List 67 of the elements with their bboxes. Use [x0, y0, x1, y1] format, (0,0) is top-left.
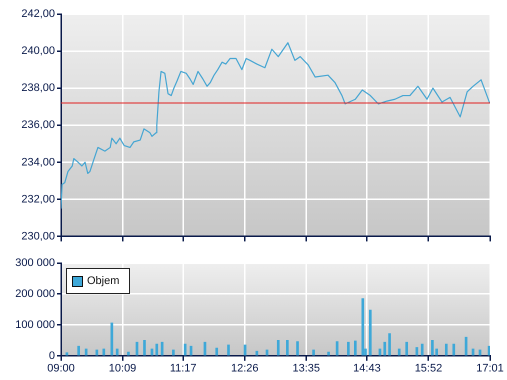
bar	[190, 346, 192, 356]
bar	[435, 348, 438, 356]
bar	[172, 350, 175, 356]
bar	[452, 344, 456, 356]
bar	[102, 348, 106, 356]
bar	[388, 333, 391, 356]
y-tick-label: 0	[48, 350, 55, 362]
bar	[256, 350, 258, 356]
x-tick-label: 11:17	[170, 362, 197, 374]
x-tick-label: 10:09	[108, 362, 136, 374]
bar	[215, 348, 218, 356]
bar	[227, 344, 230, 356]
bar	[244, 344, 246, 356]
bar	[488, 346, 490, 356]
x-tick-label: 14:43	[353, 362, 381, 374]
y-tick-label: 240,00	[21, 45, 55, 58]
y-tick-label: 100 000	[15, 318, 55, 331]
y-tick-label: 234,00	[21, 156, 55, 168]
bar	[96, 350, 98, 356]
bar	[77, 346, 80, 356]
bar	[431, 340, 434, 356]
bar	[184, 344, 186, 356]
bar	[312, 350, 315, 356]
bar	[354, 340, 357, 356]
bar	[336, 341, 338, 356]
bar	[464, 336, 468, 356]
bar	[420, 344, 424, 356]
bar	[383, 342, 386, 356]
bar	[143, 340, 146, 356]
x-tick-label: 15:52	[414, 362, 442, 374]
bar	[150, 348, 154, 356]
bar	[276, 340, 280, 356]
bar	[405, 342, 408, 356]
bar	[347, 342, 350, 356]
y-tick-label: 300 000	[15, 257, 55, 270]
bar	[204, 342, 206, 356]
bar	[66, 352, 68, 356]
bar	[478, 350, 482, 356]
bar	[361, 298, 364, 356]
bar	[155, 344, 158, 356]
bar	[378, 348, 382, 356]
bar	[136, 342, 138, 356]
bar	[296, 341, 299, 356]
bar	[127, 352, 130, 356]
bar	[472, 348, 474, 356]
bar	[266, 350, 268, 356]
bar	[160, 342, 164, 356]
y-tick-label: 236,00	[21, 119, 55, 132]
y-tick-label: 238,00	[21, 82, 55, 94]
bar	[116, 348, 119, 356]
y-tick-label: 232,00	[21, 193, 55, 206]
bar	[368, 310, 372, 356]
bar	[286, 340, 289, 356]
bar	[416, 347, 418, 356]
x-tick-label: 09:00	[47, 362, 75, 374]
y-tick-label: 242,00	[21, 8, 55, 20]
bar	[398, 348, 401, 356]
x-tick-label: 13:35	[292, 362, 320, 374]
x-tick-label: 12:26	[230, 362, 258, 374]
bar	[327, 352, 330, 356]
bar	[84, 348, 88, 356]
y-tick-label: 230,00	[21, 230, 55, 242]
x-tick-label: 17:01	[476, 362, 504, 374]
bar	[110, 322, 114, 356]
y-tick-label: 200 000	[15, 288, 55, 300]
legend-label: Objem	[87, 275, 120, 287]
bar	[444, 344, 448, 356]
